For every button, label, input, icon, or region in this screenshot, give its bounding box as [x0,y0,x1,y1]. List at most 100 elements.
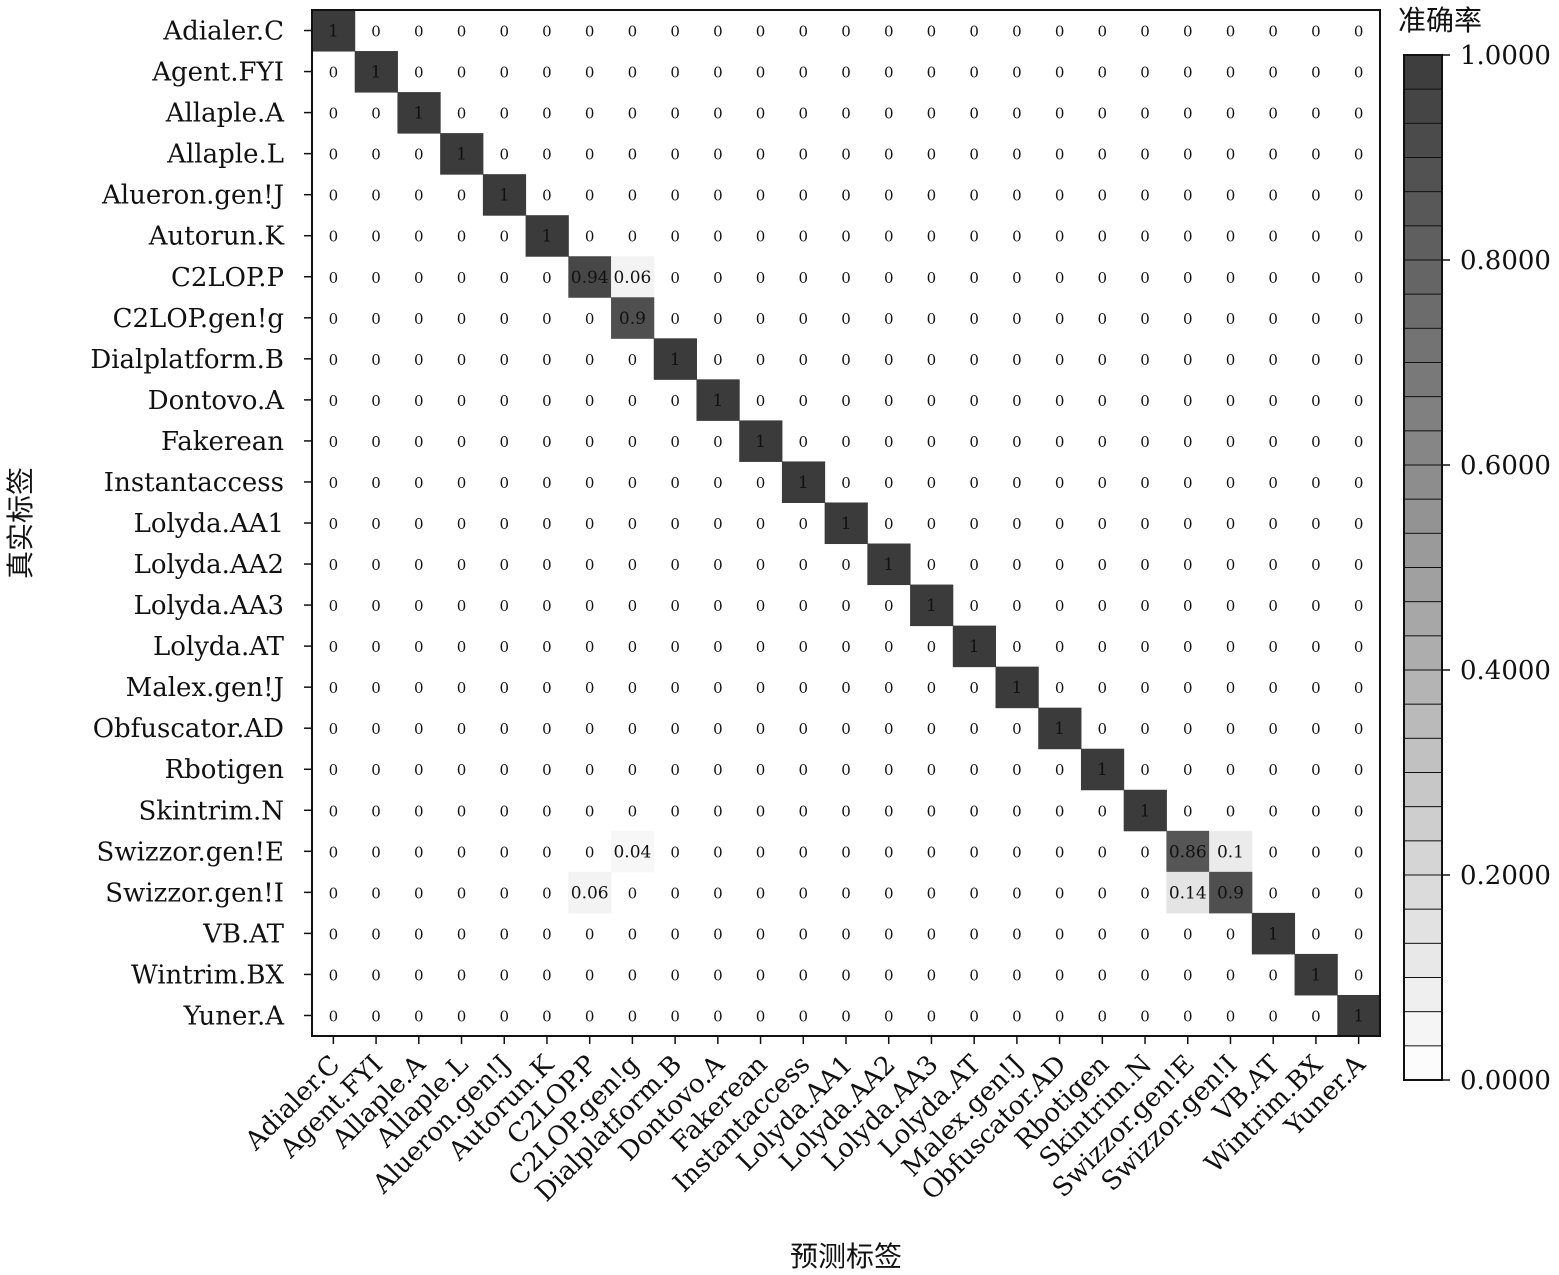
cell-value-label: 0 [1268,966,1278,984]
cell-value-label: 0 [499,146,509,164]
cell-value-label: 0 [329,884,339,902]
cell-value-label: 0 [1183,146,1193,164]
cell-value-label: 0 [1354,351,1364,369]
cell-value-label: 0 [1226,392,1236,410]
cell-value-label: 0 [499,64,509,82]
colorbar-step [1403,1011,1443,1047]
cell-value-label: 0 [884,474,894,492]
cell-value-label: 0 [756,638,766,656]
cell-value-label: 0 [542,269,552,287]
cell-value-label: 0 [713,228,723,246]
cell-value-label: 0 [457,1007,467,1025]
cell-value-label: 0 [542,146,552,164]
cell-value-label: 0 [457,228,467,246]
cell-value-label: 0 [1055,146,1065,164]
cell-value-label: 0 [414,351,424,369]
cell-value-label: 0 [371,556,381,574]
cell-value-label: 0 [670,105,680,123]
cell-value-label: 0 [1311,802,1321,820]
cell-value-label: 0 [1183,802,1193,820]
cell-value-label: 0 [1140,515,1150,533]
cell-value-label: 0 [969,802,979,820]
cell-value-label: 1 [328,22,339,42]
colorbar-step [1403,874,1443,910]
y-tick-label: Instantaccess [104,468,284,498]
colorbar-title: 准确率 [1398,4,1482,37]
cell-value-label: 0 [799,556,809,574]
cell-value-label: 0 [969,925,979,943]
x-axis-title: 预测标签 [790,1240,902,1273]
cell-value-label: 0 [414,392,424,410]
cell-value-label: 0 [371,310,381,328]
cell-value-label: 0 [499,720,509,738]
cell-value-label: 0 [371,269,381,287]
cell-value-label: 0 [1226,187,1236,205]
cell-value-label: 0 [628,392,638,410]
cell-value-label: 1 [371,63,382,83]
cell-value-label: 0.06 [613,268,651,288]
cell-value-label: 0 [713,597,723,615]
cell-value-label: 0 [1354,556,1364,574]
cell-value-label: 0 [799,64,809,82]
cell-value-label: 0 [329,228,339,246]
cell-value-label: 0 [1055,105,1065,123]
cell-value-label: 1 [1054,719,1065,739]
cell-value-label: 0 [670,392,680,410]
cell-value-label: 0 [1012,23,1022,41]
cell-value-label: 0 [670,1007,680,1025]
cell-value-label: 0 [1012,966,1022,984]
cell-value-label: 0 [756,351,766,369]
y-tick-label: Lolyda.AA2 [134,550,284,580]
cell-value-label: 0 [414,515,424,533]
cell-value-label: 0 [1012,146,1022,164]
cell-value-label: 0 [1183,351,1193,369]
cell-value-label: 0 [1012,269,1022,287]
cell-value-label: 0 [1268,802,1278,820]
cell-value-label: 0 [799,105,809,123]
cell-value-label: 0 [1183,269,1193,287]
cell-value-label: 0 [1226,761,1236,779]
cell-value-label: 0 [499,761,509,779]
cell-value-label: 0 [884,597,894,615]
heatmap-cell [568,871,612,914]
y-tick-label: Yuner.A [183,1001,286,1031]
cell-value-label: 0 [670,228,680,246]
cell-value-label: 0 [1140,1007,1150,1025]
cell-value-label: 0 [1354,638,1364,656]
cell-value-label: 0 [756,679,766,697]
cell-value-label: 0 [1354,802,1364,820]
cell-value-label: 0 [329,638,339,656]
cell-value-label: 0 [414,966,424,984]
cell-value-label: 0 [841,925,851,943]
cell-value-label: 0 [1055,310,1065,328]
cell-value-label: 0 [1098,392,1108,410]
cell-value-label: 0 [1140,433,1150,451]
cell-value-label: 0 [329,392,339,410]
cell-value-label: 0 [1140,146,1150,164]
cell-value-label: 0 [670,597,680,615]
cell-value-label: 0 [799,966,809,984]
cell-value-label: 0 [1183,515,1193,533]
cell-value-label: 0 [585,1007,595,1025]
cell-value-label: 0 [457,679,467,697]
cell-value-label: 0 [841,679,851,697]
cell-value-label: 0 [371,884,381,902]
cell-value-label: 0 [1226,351,1236,369]
cell-value-label: 0 [756,884,766,902]
cell-value-label: 0 [1055,884,1065,902]
cell-value-label: 0 [927,228,937,246]
cell-value-label: 0 [499,433,509,451]
cell-value-label: 0 [799,433,809,451]
cell-value-label: 0 [1140,310,1150,328]
cell-value-label: 0 [713,146,723,164]
cell-value-label: 0 [927,679,937,697]
cell-value-label: 0 [713,679,723,697]
cell-value-label: 0 [884,761,894,779]
cell-value-label: 0 [1012,433,1022,451]
cell-value-label: 0 [414,556,424,574]
heatmap-cell [482,174,527,216]
heatmap-cell [1080,748,1125,791]
cell-value-label: 0 [1183,474,1193,492]
cell-value-label: 0 [884,187,894,205]
cell-value-label: 0 [329,802,339,820]
